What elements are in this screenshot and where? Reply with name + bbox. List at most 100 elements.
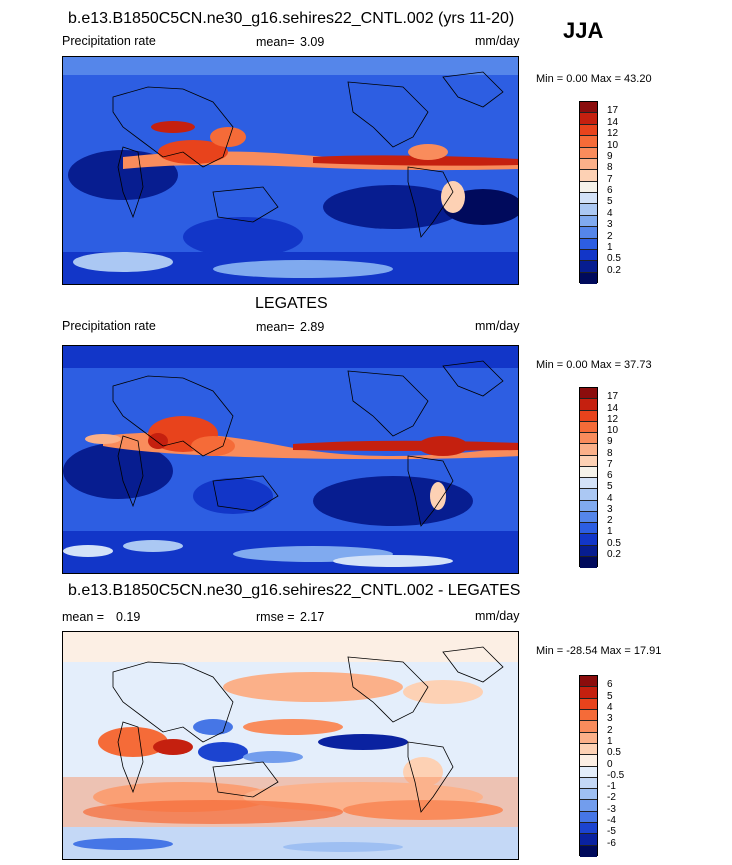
colorbar-segment (580, 755, 597, 767)
colorbar-segment (580, 545, 597, 557)
panel-1-title: b.e13.B1850C5CN.ne30_g16.sehires22_CNTL.… (68, 10, 515, 27)
colorbar-segment (580, 766, 597, 778)
colorbar-tick-label: 6 (607, 679, 613, 691)
colorbar-tick-label: 6 (607, 470, 613, 481)
colorbar-tick-label: -6 (607, 837, 616, 849)
colorbar-tick-label: 9 (607, 436, 613, 448)
colorbar-segment (580, 466, 597, 478)
colorbar-segment (580, 811, 597, 824)
colorbar-segment (580, 102, 597, 114)
colorbar-segment (580, 227, 597, 239)
colorbar-tick-label: 4 (607, 207, 613, 219)
season-label: JJA (563, 18, 604, 43)
panel-2-mean-label: mean= (256, 320, 295, 334)
colorbar-tick-label: 1 (607, 241, 613, 253)
colorbar-segment (580, 147, 597, 159)
colorbar-tick-label: -2 (607, 792, 616, 804)
panel-2-units: mm/day (475, 319, 520, 333)
colorbar-tick-label: 1 (607, 526, 613, 538)
colorbar-segment (580, 170, 597, 182)
colorbar-tick-label: 3 (607, 503, 613, 515)
colorbar-segment (580, 709, 597, 722)
colorbar-tick-label: 0.5 (607, 253, 621, 265)
colorbar-segment (580, 834, 597, 846)
panel-1-units: mm/day (475, 34, 520, 48)
panel-1-mean-label: mean= (256, 35, 295, 49)
colorbar-tick-label: 0.2 (607, 548, 621, 560)
colorbar-segment (580, 421, 597, 433)
colorbar-tick-label: 10 (607, 139, 619, 151)
colorbar-tick-label: 2 (607, 230, 613, 242)
colorbar-tick-label: 5 (607, 481, 613, 493)
colorbar-segment (580, 743, 597, 756)
panel-3-rmse-label: rmse = (256, 610, 295, 624)
colorbar-segment (580, 204, 597, 216)
panel-2-colorbar (579, 387, 598, 568)
colorbar-segment (580, 215, 597, 228)
colorbar-tick-label: 2 (607, 724, 613, 736)
colorbar-segment (580, 698, 597, 710)
colorbar-segment (580, 193, 597, 205)
colorbar-tick-label: 4 (607, 492, 613, 504)
panel-3-mean-value: 0.19 (116, 610, 141, 624)
panel-2-map (62, 345, 519, 574)
colorbar-segment (580, 124, 597, 137)
panel-1-mean-value: 3.09 (300, 35, 325, 49)
panel-2-title: LEGATES (255, 295, 328, 312)
colorbar-tick-label: 1 (607, 735, 613, 747)
panel-3-units: mm/day (475, 609, 520, 623)
colorbar-tick-label: 7 (607, 173, 613, 185)
colorbar-tick-label: 17 (607, 105, 619, 117)
colorbar-segment (580, 261, 597, 273)
colorbar-tick-label: 3 (607, 219, 613, 231)
panel-1-map (62, 56, 519, 285)
panel-1-variable-label: Precipitation rate (62, 34, 156, 48)
colorbar-tick-label: 4 (607, 701, 613, 713)
colorbar-segment (580, 845, 597, 857)
colorbar-tick-label: -4 (607, 815, 616, 827)
colorbar-segment (580, 444, 597, 456)
panel-3-mean-label: mean = (62, 610, 105, 624)
colorbar-segment (580, 789, 597, 801)
colorbar-segment (580, 181, 597, 193)
colorbar-segment (580, 272, 597, 284)
colorbar-segment (580, 158, 597, 171)
colorbar-tick-label: 5 (607, 690, 613, 702)
colorbar-tick-label: 14 (607, 116, 619, 128)
colorbar-tick-label: 8 (607, 447, 613, 459)
colorbar-tick-label: 0 (607, 758, 613, 770)
colorbar-tick-label: 12 (607, 128, 619, 140)
colorbar-tick-label: 7 (607, 458, 613, 470)
colorbar-segment (580, 455, 597, 467)
colorbar-segment (580, 523, 597, 535)
panel-2-mean-value: 2.89 (300, 320, 325, 334)
panel-2-variable-label: Precipitation rate (62, 319, 156, 333)
colorbar-segment (580, 687, 597, 699)
colorbar-tick-label: 17 (607, 391, 619, 403)
colorbar-tick-label: 9 (607, 150, 613, 162)
panel-3-map (62, 631, 519, 860)
panel-2-minmax: Min = 0.00 Max = 37.73 (536, 359, 652, 371)
panel-3-minmax: Min = -28.54 Max = 17.91 (536, 645, 662, 657)
colorbar-tick-label: 3 (607, 713, 613, 725)
colorbar-segment (580, 410, 597, 422)
colorbar-segment (580, 534, 597, 546)
colorbar-tick-label: 6 (607, 185, 613, 196)
colorbar-segment (580, 489, 597, 501)
colorbar-segment (580, 238, 597, 250)
colorbar-segment (580, 433, 597, 445)
colorbar-tick-label: 5 (607, 196, 613, 208)
colorbar-segment (580, 676, 597, 688)
colorbar-tick-label: 0.5 (607, 537, 621, 549)
colorbar-tick-label: 2 (607, 515, 613, 526)
colorbar-tick-label: 0.5 (607, 747, 621, 759)
colorbar-tick-label: -0.5 (607, 769, 625, 781)
colorbar-segment (580, 249, 597, 262)
colorbar-tick-label: 14 (607, 402, 619, 414)
colorbar-tick-label: 8 (607, 162, 613, 174)
colorbar-segment (580, 556, 597, 568)
colorbar-tick-label: 0.2 (607, 264, 621, 276)
colorbar-segment (580, 136, 597, 148)
colorbar-tick-label: -5 (607, 826, 616, 838)
colorbar-segment (580, 732, 597, 744)
